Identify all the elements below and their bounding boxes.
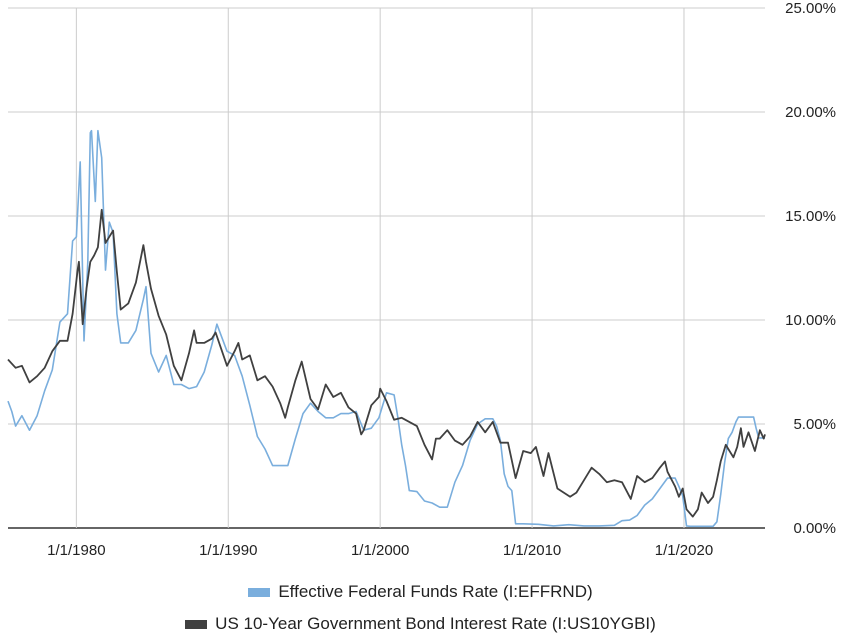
y-tick-label: 10.00% xyxy=(785,312,836,329)
y-tick-label: 5.00% xyxy=(793,416,836,433)
legend-entry-10y-bond: US 10-Year Government Bond Interest Rate… xyxy=(0,614,841,634)
x-tick-label: 1/1/1990 xyxy=(199,542,257,559)
x-axis-tick-labels: 1/1/1980 1/1/1990 1/1/2000 1/1/2010 1/1/2020 xyxy=(47,542,713,559)
legend-label-fed-funds: Effective Federal Funds Rate (I:EFFRND) xyxy=(278,582,593,601)
legend-swatch-10y-bond xyxy=(185,619,208,629)
y-axis-tick-labels: 0.00% 5.00% 10.00% 15.00% 20.00% 25.00% xyxy=(785,0,836,537)
legend-label-10y-bond: US 10-Year Government Bond Interest Rate… xyxy=(215,614,656,633)
y-tick-label: 15.00% xyxy=(785,208,836,225)
series-line-fed-funds xyxy=(7,129,765,528)
line-chart: 0.00% 5.00% 10.00% 15.00% 20.00% 25.00% 1/1/1… xyxy=(7,0,836,559)
x-tick-label: 1/1/2020 xyxy=(655,542,713,559)
x-tick-label: 1/1/1980 xyxy=(47,542,105,559)
chart-series xyxy=(7,129,766,528)
legend-swatch-fed-funds xyxy=(248,587,271,597)
x-tick-label: 1/1/2010 xyxy=(503,542,561,559)
chart-gridlines xyxy=(8,7,765,529)
y-tick-label: 20.00% xyxy=(785,104,836,121)
x-tick-label: 1/1/2000 xyxy=(351,542,409,559)
legend-entry-fed-funds: Effective Federal Funds Rate (I:EFFRND) xyxy=(0,582,841,602)
series-line-10y-bond xyxy=(7,208,766,518)
y-tick-label: 0.00% xyxy=(793,520,836,537)
y-tick-label: 25.00% xyxy=(785,0,836,17)
